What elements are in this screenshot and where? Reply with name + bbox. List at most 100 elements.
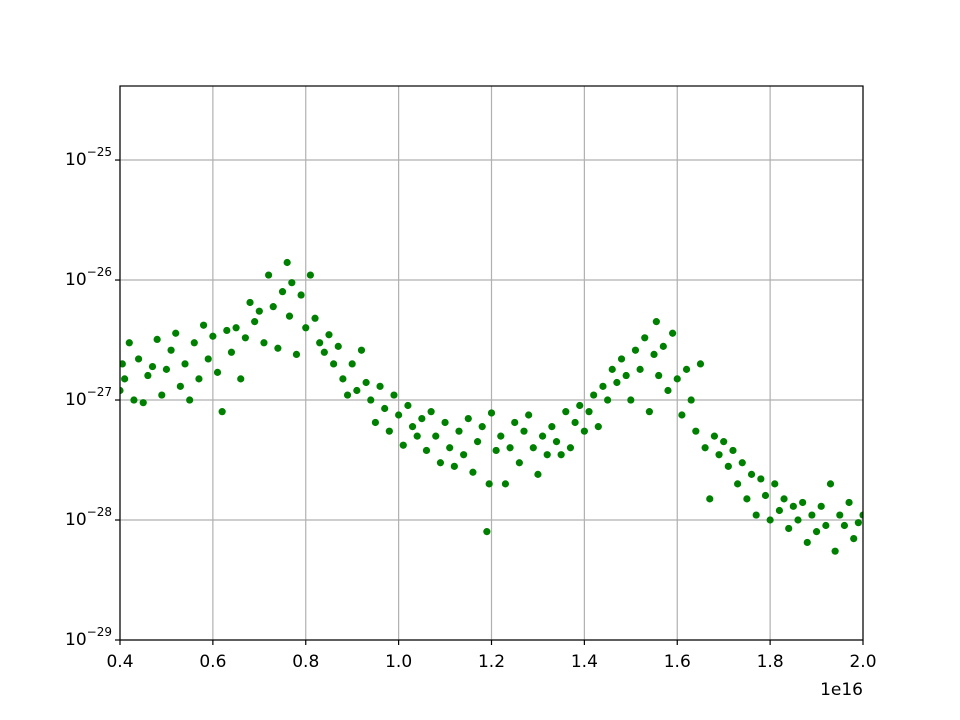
point [367,396,375,404]
point [265,271,273,279]
point [455,427,463,435]
point [808,511,816,519]
point [483,528,491,536]
point [506,444,514,452]
point [139,399,147,407]
point [766,516,774,524]
y-tick-label: 10−28 [65,505,112,531]
point [669,329,677,337]
point [436,459,445,467]
point [473,438,482,446]
point [529,444,537,452]
point [631,346,640,354]
point [120,360,126,368]
point [223,326,231,335]
x-tick-label: 1.2 [478,652,505,672]
point [580,427,588,435]
point [395,411,403,419]
point [645,408,653,416]
point [385,427,393,435]
point [785,524,793,533]
x-tick-label: 0.6 [199,652,226,672]
point [376,382,384,390]
point [153,335,161,344]
point [497,432,505,440]
point [237,375,245,383]
point [534,470,542,478]
point [659,342,667,350]
point [278,288,287,296]
point [218,408,226,416]
point [840,521,849,530]
point [752,511,760,519]
point [144,371,152,380]
point [241,334,249,342]
point [734,480,742,488]
point [204,355,212,363]
point [747,470,756,478]
point [432,432,440,440]
point [450,462,458,470]
point [190,339,198,347]
point [817,502,825,510]
point [181,360,189,368]
point [525,411,533,419]
x-tick-label: 1.6 [664,652,691,672]
point [390,391,398,399]
y-tick-label: 10−26 [65,265,112,291]
point [158,391,166,399]
point [845,498,853,507]
point [172,329,180,337]
x-tick-label: 1.0 [385,652,412,672]
point [636,365,644,373]
point [316,339,324,347]
point [134,355,143,363]
point [246,298,254,307]
point [678,411,686,419]
point [706,495,714,503]
point [552,438,561,446]
point [826,480,835,488]
point [585,408,593,416]
point [330,360,338,368]
point [120,386,124,395]
point [427,408,435,416]
point [724,462,732,470]
point [297,291,305,299]
point [836,511,844,519]
point [687,396,695,404]
point [399,441,407,449]
point [343,391,352,399]
y-tick-label: 10−27 [65,385,112,411]
point [673,375,681,383]
x-tick-label: 1.8 [757,652,784,672]
point [422,446,431,455]
point [696,360,705,368]
point [520,427,528,435]
point [353,386,361,395]
x-tick-label: 0.4 [106,652,133,672]
point [288,279,296,287]
point [302,324,310,332]
point [715,451,723,459]
point [446,444,454,452]
point [599,382,607,390]
point [478,423,486,431]
point [548,423,556,431]
point [743,495,751,503]
point [176,382,184,390]
point [799,498,807,507]
x-offset-label: 1e16 [820,680,863,700]
point [464,415,472,423]
point [408,423,417,431]
point [251,318,259,326]
point [357,346,366,354]
point [348,360,356,368]
point [511,418,519,427]
point [603,396,612,404]
point [334,342,342,350]
x-tick-label: 1.4 [571,652,598,672]
point [692,427,700,435]
point [850,534,858,543]
